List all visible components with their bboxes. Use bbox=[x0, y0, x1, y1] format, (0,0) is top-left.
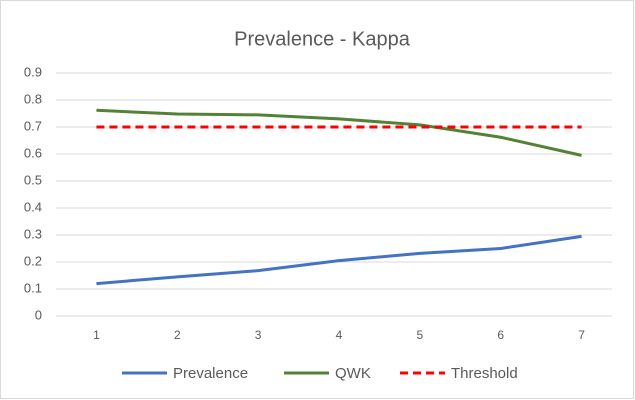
y-tick-label: 0.1 bbox=[24, 280, 42, 295]
y-tick-label: 0.9 bbox=[24, 64, 42, 79]
y-tick-label: 0.8 bbox=[24, 91, 42, 106]
legend-label: Threshold bbox=[451, 365, 518, 382]
y-tick-label: 0.4 bbox=[24, 199, 42, 214]
x-tick-label: 1 bbox=[93, 328, 100, 342]
x-tick-label: 5 bbox=[417, 328, 424, 342]
y-tick-label: 0.7 bbox=[24, 118, 42, 133]
x-tick-label: 7 bbox=[578, 328, 585, 342]
line-series bbox=[96, 234, 582, 286]
legend-label: QWK bbox=[335, 365, 371, 382]
y-tick-label: 0.3 bbox=[24, 226, 42, 241]
x-tick-label: 4 bbox=[336, 328, 343, 342]
y-tick-label: 0.5 bbox=[24, 172, 42, 187]
legend-label: Prevalence bbox=[173, 365, 248, 382]
x-tick-label: 3 bbox=[255, 328, 262, 342]
y-tick-label: 0.6 bbox=[24, 145, 42, 160]
x-tick-label: 6 bbox=[497, 328, 504, 342]
y-tick-label: 0.2 bbox=[24, 253, 42, 268]
line-series bbox=[96, 108, 582, 157]
chart-title: Prevalence - Kappa bbox=[234, 28, 411, 50]
y-tick-label: 0 bbox=[35, 307, 42, 322]
x-tick-label: 2 bbox=[174, 328, 181, 342]
